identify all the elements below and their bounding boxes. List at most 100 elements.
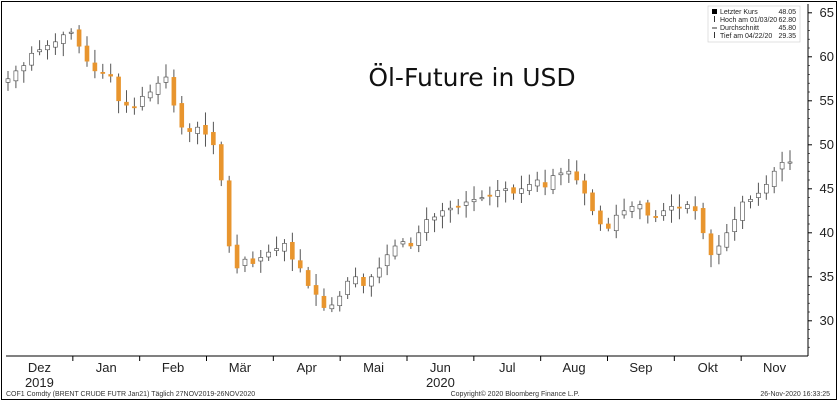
candle [124, 90, 129, 113]
candle-body-down [455, 205, 461, 208]
candle-body-up [629, 206, 635, 212]
legend-value: 29.35 [778, 33, 796, 40]
candle-body-up [5, 78, 11, 83]
candle [566, 158, 572, 183]
x-tick-label: Jul [499, 360, 516, 375]
candle-body-down [321, 295, 327, 308]
candle [606, 217, 611, 232]
candle-body-up [424, 219, 429, 233]
candle [471, 186, 477, 212]
candle [756, 182, 761, 206]
legend-label: Letzter Kurs [720, 9, 758, 16]
x-tick-label: Nov [763, 360, 787, 375]
candle-body-down [171, 77, 177, 106]
candle-body-up [448, 207, 453, 211]
footer-copyright: Copyright© 2020 Bloomberg Finance L.P. [451, 390, 580, 398]
candle-body-up [376, 267, 382, 278]
chart-title: Öl-Future in USD [368, 63, 575, 92]
candle-body-up [637, 204, 643, 210]
y-tick-label: 40 [820, 225, 834, 240]
y-tick-label: 55 [820, 93, 834, 108]
candle-body-up [329, 304, 335, 310]
x-tick-label: Okt [698, 360, 719, 375]
candle-body-up [258, 257, 264, 262]
candle-body-down [92, 62, 98, 72]
candle-body-up [68, 31, 74, 34]
candle-body-down [179, 103, 185, 128]
candle-body-down [132, 106, 137, 109]
candle-body-down [677, 206, 682, 209]
candle-body-down [590, 192, 595, 212]
candle-body-down [582, 180, 587, 194]
candle-body-up [748, 199, 753, 202]
candle [266, 244, 271, 261]
legend-label: Tief am 04/22/20 [720, 33, 772, 40]
candle-body-up [669, 206, 674, 211]
candle-body-up [60, 34, 66, 44]
candle [495, 179, 501, 208]
candle [534, 171, 540, 192]
candle-body-down [653, 216, 659, 218]
candle [408, 237, 414, 249]
candle-body-down [187, 128, 192, 132]
candle [203, 112, 208, 147]
plot-area [6, 4, 809, 357]
candle [60, 31, 66, 57]
candle [376, 257, 382, 284]
footer: COF1 Comdty (BRENT CRUDE FUTR Jan21) Täg… [6, 390, 830, 398]
candle [369, 274, 374, 297]
candle [211, 121, 216, 155]
candle-body-down [700, 208, 706, 234]
candle-body-down [124, 101, 129, 106]
candle-body-up [432, 216, 437, 221]
candle [313, 273, 319, 306]
candle [5, 70, 11, 91]
candle-body-up [242, 258, 248, 266]
candle [155, 76, 161, 105]
candle [92, 49, 98, 79]
legend-marker-square [712, 9, 717, 14]
candle-body-up [345, 280, 350, 295]
candle-body-up [53, 41, 58, 48]
candle [384, 244, 390, 276]
candle [558, 167, 564, 186]
candle [732, 206, 738, 241]
candle-body-up [37, 49, 42, 53]
candle [748, 195, 753, 209]
candle [195, 121, 200, 145]
candle-body-down [211, 132, 216, 146]
candle [740, 195, 745, 229]
candle [637, 200, 643, 220]
x-tick-label: Mär [229, 360, 252, 375]
candle-body-down [290, 242, 295, 260]
candle-body-up [195, 126, 200, 134]
candle-body-up [416, 232, 422, 246]
candle [226, 175, 232, 253]
candle-body-down [108, 74, 113, 77]
candle-body-down [606, 223, 611, 229]
candle [53, 33, 58, 55]
candle-body-up [519, 188, 524, 194]
candle-body-up [685, 204, 690, 209]
x-tick-label: Aug [563, 360, 586, 375]
y-tick-label: 50 [820, 137, 834, 152]
candle-body-up [29, 52, 34, 66]
candle [527, 174, 532, 196]
candle-body-up [274, 248, 279, 251]
candle-body-up [471, 199, 477, 203]
candle [179, 96, 185, 135]
candle-body-up [566, 170, 572, 175]
candle [479, 190, 485, 202]
candle [282, 239, 287, 262]
candle [171, 69, 177, 113]
candle-body-up [779, 162, 785, 170]
candle-body-up [550, 175, 556, 190]
candle [68, 28, 74, 40]
candle [582, 173, 587, 206]
candle [764, 175, 769, 200]
candle-body-down [692, 206, 698, 212]
candle [132, 97, 137, 115]
candle-body-up [764, 184, 769, 194]
candles-layer [5, 25, 793, 313]
